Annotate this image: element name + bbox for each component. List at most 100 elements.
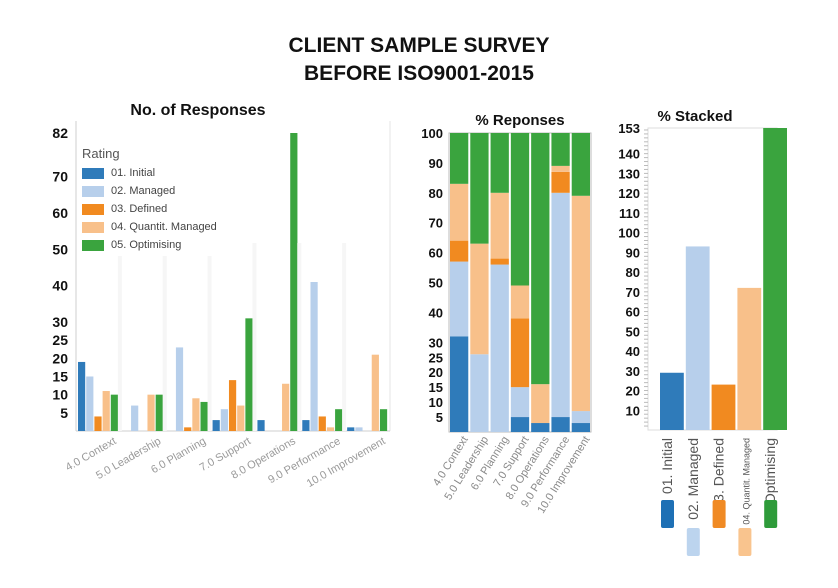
- chart2-y-tick-label: 40: [429, 305, 443, 320]
- chart2-y-tick-label: 25: [429, 350, 443, 365]
- chart2-y-tick-label: 60: [429, 246, 443, 261]
- chart2-bar-segment: [490, 264, 509, 432]
- chart3-bar: [711, 384, 736, 430]
- chart2-bar-segment: [510, 285, 530, 319]
- chart1-y-tick-label: 5: [60, 405, 68, 421]
- chart3-y-tick-label: 70: [626, 285, 640, 300]
- chart3-y-tick-label: 20: [626, 384, 640, 399]
- chart2-y-tick-label: 15: [429, 380, 443, 395]
- legend-label: 01. Initial: [111, 167, 156, 179]
- chart1-bar: [102, 391, 110, 431]
- chart2-bar-segment: [551, 417, 570, 432]
- chart3-y-tick-label: 50: [626, 324, 640, 339]
- legend-item-quantit: 04. Quantit. Managed: [82, 218, 217, 236]
- chart1-y-tick-label: 30: [52, 314, 68, 330]
- legend-swatch: [82, 167, 104, 179]
- chart2-bar-segment: [551, 192, 570, 418]
- chart2-bar-segment: [531, 423, 550, 432]
- chart3-y-tick-label: 120: [618, 186, 640, 201]
- chart1-bar: [335, 409, 343, 431]
- legend-label: 03. Defined: [111, 203, 168, 215]
- chart3-x-tick-label: 03. Defined: [711, 438, 727, 510]
- chart3-title: % Stacked: [657, 108, 733, 125]
- chart1-y-tick-label: 40: [52, 278, 68, 294]
- chart3-bar: [763, 128, 787, 430]
- chart2-bar-segment: [510, 417, 530, 432]
- chart1-group-separator: [252, 243, 257, 431]
- chart1-bar: [192, 398, 200, 431]
- chart1-bar: [237, 405, 245, 431]
- chart2-bar-segment: [531, 133, 550, 385]
- chart1-bar: [282, 383, 290, 431]
- chart2-bar-segment: [510, 133, 530, 286]
- chart1-bar: [131, 405, 139, 431]
- chart2-y-tick-label: 70: [429, 216, 443, 231]
- chart2-y-tick-label: 90: [429, 156, 443, 171]
- chart2-bar-segment: [470, 354, 489, 432]
- chart1-bar: [175, 347, 184, 431]
- chart2-bar-segment: [571, 195, 590, 412]
- chart1-bar: [318, 416, 326, 431]
- chart1-y-tick-label: 50: [52, 241, 68, 257]
- legend-item-managed: 02. Managed: [82, 182, 217, 200]
- chart3-y-tick-label: 100: [618, 226, 640, 241]
- chart3-y-tick-label: 60: [626, 305, 640, 320]
- chart2-bar-segment: [510, 318, 530, 388]
- chart2-bar-segment: [450, 133, 469, 184]
- chart2-bar-segment: [450, 183, 469, 241]
- chart1-bar: [245, 318, 253, 431]
- chart2-bar-segment: [490, 133, 509, 193]
- legend-label: 04. Quantit. Managed: [111, 221, 217, 233]
- chart2-bar-segment: [531, 384, 550, 424]
- chart2-bar-segment: [551, 165, 570, 172]
- chart1-group-separator: [342, 243, 347, 431]
- chart3-x-tick-label: 04. Quantit. Managed: [741, 438, 751, 525]
- chart1-legend: Rating 01. Initial 02. Managed 03. Defin…: [78, 144, 221, 256]
- chart3-y-tick-label: 110: [619, 206, 640, 221]
- chart1-x-tick-label: 10.0 Improvement: [305, 435, 388, 490]
- chart1-bar: [155, 394, 163, 431]
- chart3-y-tick-label: 90: [626, 245, 640, 260]
- chart1-bar: [78, 361, 86, 431]
- chart1-bar: [200, 401, 208, 431]
- chart2-bar-segment: [551, 133, 570, 166]
- chart2-bar-segment: [450, 336, 469, 432]
- chart2-y-tick-label: 80: [429, 186, 443, 201]
- chart2-bar-segment: [551, 171, 570, 193]
- legend-label: 05. Optimising: [111, 239, 182, 251]
- page-title-line-2: BEFORE ISO9001-2015: [304, 62, 534, 85]
- legend-item-optimising: 05. Optimising: [82, 236, 217, 254]
- chart1-y-tick-label: 60: [52, 205, 68, 221]
- chart3-y-tick-label: 153: [618, 121, 640, 136]
- chart3-x-tick-label: 02. Managed: [685, 438, 701, 520]
- chart3-bar: [685, 246, 710, 430]
- chart1-bar: [302, 420, 310, 431]
- chart3-y-tick-label: 10: [626, 403, 640, 418]
- chart1-title: No. of Responses: [130, 102, 266, 119]
- chart2-bar-segment: [450, 261, 469, 337]
- chart2-y-tick-label: 10: [429, 395, 443, 410]
- legend-title: Rating: [82, 146, 120, 161]
- legend-swatch: [82, 221, 104, 233]
- chart3-category-swatch: [738, 528, 752, 556]
- chart1-y-tick-label: 70: [52, 169, 68, 185]
- chart1-bar: [257, 420, 265, 431]
- chart2-y-tick-label: 20: [429, 365, 443, 380]
- legend-swatch: [82, 203, 104, 215]
- chart3-category-swatch: [712, 500, 726, 528]
- chart1-bar: [147, 394, 155, 431]
- chart1-y-tick-label: 10: [52, 387, 68, 403]
- chart1-y-tick-label: 15: [52, 368, 68, 384]
- chart1-bar: [228, 380, 237, 431]
- chart1-bar: [290, 133, 298, 431]
- chart2-bar-segment: [490, 258, 509, 265]
- chart1-group-separator: [297, 243, 302, 431]
- chart2-y-tick-label: 30: [429, 335, 443, 350]
- chart1-bar: [355, 427, 363, 431]
- page-title-line-1: CLIENT SAMPLE SURVEY: [288, 34, 550, 57]
- chart2-bar-segment: [571, 411, 590, 424]
- legend-swatch: [82, 239, 104, 251]
- chart3-category-swatch: [661, 500, 674, 528]
- chart2-bar-segment: [571, 133, 590, 196]
